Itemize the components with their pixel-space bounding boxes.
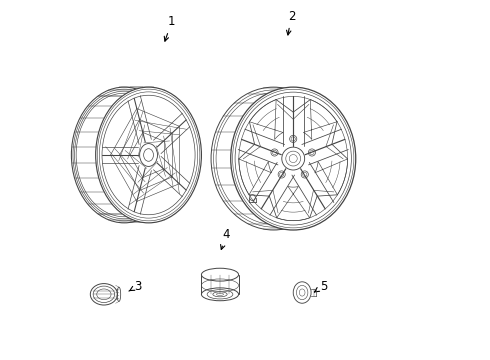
Text: 3: 3 bbox=[129, 279, 142, 293]
Ellipse shape bbox=[96, 87, 201, 223]
Ellipse shape bbox=[231, 87, 356, 230]
Text: 1: 1 bbox=[164, 15, 175, 41]
Text: 2: 2 bbox=[287, 10, 295, 35]
Text: 5: 5 bbox=[315, 279, 327, 293]
Text: 4: 4 bbox=[220, 228, 230, 249]
